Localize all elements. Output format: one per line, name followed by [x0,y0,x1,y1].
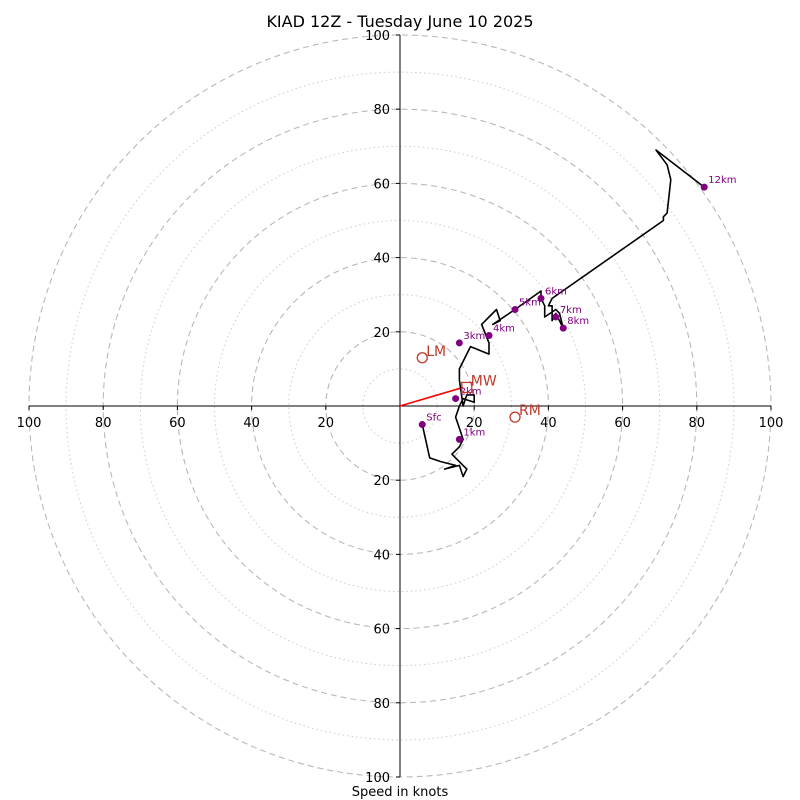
chart-title: KIAD 12Z - Tuesday June 10 2025 [266,12,533,31]
y-tick-top-80: 80 [373,103,390,118]
y-tick-bottom-20: 20 [373,474,390,489]
height-point-1km [455,435,463,443]
x-tick-left-40: 40 [243,416,260,431]
height-label-sfc: Sfc [426,413,441,424]
motion-marker-lm [416,352,428,364]
height-point-4km [485,332,493,340]
height-label-8km: 8km [567,316,589,327]
x-tick-right-60: 60 [614,416,631,431]
height-point-2km [452,395,460,403]
motion-label-lm: LM [426,344,446,360]
motion-marker-rm [509,411,521,423]
y-tick-bottom-80: 80 [373,697,390,712]
y-tick-top-40: 40 [373,252,390,267]
wind-trace-line-0 [421,149,705,478]
x-tick-right-40: 40 [540,416,557,431]
y-tick-top-20: 20 [373,326,390,341]
y-tick-top-60: 60 [373,177,390,192]
x-tick-right-100: 100 [759,416,784,431]
wind-trace [421,149,705,478]
height-point-7km [552,313,560,321]
height-point-5km [511,306,519,314]
height-point-6km [537,294,545,302]
height-point-3km [455,339,463,347]
motion-label-rm: RM [519,403,541,419]
height-label-3km: 3km [463,331,485,342]
height-label-6km: 6km [545,286,567,297]
x-tick-right-20: 20 [466,416,483,431]
mean-wind-line [399,386,464,407]
x-tick-left-80: 80 [95,416,112,431]
mean-wind-vector [399,386,464,407]
x-tick-left-20: 20 [318,416,335,431]
x-tick-left-100: 100 [17,416,42,431]
x-axis-label: Speed in knots [352,785,449,800]
x-tick-right-80: 80 [689,416,706,431]
height-label-1km: 1km [463,427,485,438]
height-label-12km: 12km [708,175,736,186]
height-label-4km: 4km [493,324,515,335]
height-label-5km: 5km [519,298,541,309]
height-label-7km: 7km [560,305,582,316]
motion-label-mw: MW [471,373,497,389]
height-point-sfc [418,421,426,429]
y-tick-bottom-40: 40 [373,548,390,563]
y-tick-bottom-100: 100 [365,771,390,786]
y-tick-top-100: 100 [365,29,390,44]
x-tick-left-60: 60 [169,416,186,431]
motion-marker-mw [461,381,473,394]
y-tick-bottom-60: 60 [373,623,390,638]
tick-labels: 100 80 60 40 20 20 40 60 80 100 100 80 60 40 20 20 40 60 8… [17,29,784,786]
height-point-12km [700,183,708,191]
height-point-8km [559,324,567,332]
storm-motion-markers: LM MW RM [416,344,541,423]
